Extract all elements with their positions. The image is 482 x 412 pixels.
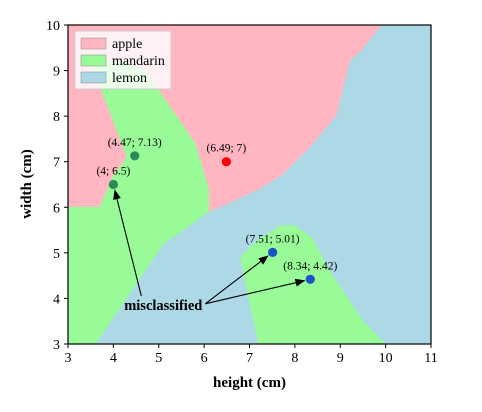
legend-swatch — [80, 71, 107, 84]
y-axis-label: width (cm) — [19, 149, 35, 219]
legend-swatch — [80, 54, 107, 67]
legend-label: mandarin — [112, 54, 165, 69]
x-tick-label: 10 — [379, 351, 393, 366]
legend-label: lemon — [112, 71, 147, 86]
x-tick-label: 9 — [337, 351, 344, 366]
x-tick-label: 3 — [65, 351, 72, 366]
y-tick-label: 3 — [53, 338, 60, 353]
point-label: (8.34; 4.42) — [283, 260, 337, 272]
x-axis-label: height (cm) — [213, 375, 286, 391]
point-label: (7.51; 5.01) — [246, 233, 300, 245]
x-tick-label: 7 — [246, 351, 253, 366]
data-point — [268, 247, 278, 258]
y-tick-label: 9 — [53, 65, 60, 80]
data-point — [221, 157, 231, 167]
y-tick-label: 8 — [53, 110, 60, 125]
x-tick-label: 5 — [155, 351, 162, 366]
point-label: (6.49; 7) — [207, 143, 247, 155]
legend-label: apple — [112, 37, 142, 52]
y-tick-label: 10 — [46, 19, 60, 34]
x-axis: 3 4 5 6 7 8 9 10 11 — [65, 344, 438, 366]
data-points: (6.49; 7) (4.47; 7.13) (4; 6.5) (7.51; 5.01… — [96, 137, 337, 284]
x-tick-label: 11 — [424, 351, 437, 366]
x-tick-label: 8 — [291, 351, 298, 366]
annotation-arrow — [113, 189, 142, 296]
data-point — [108, 179, 118, 190]
y-tick-label: 4 — [53, 292, 60, 307]
x-tick-label: 4 — [110, 351, 117, 366]
misclassified-arrows — [113, 189, 306, 305]
point-label: (4.47; 7.13) — [108, 137, 162, 149]
annotation-arrow — [205, 278, 306, 305]
legend-swatch — [80, 37, 107, 50]
data-point — [130, 151, 140, 161]
y-axis: 3 4 5 6 7 8 9 10 — [46, 19, 68, 353]
y-tick-label: 5 — [53, 247, 60, 262]
misclassified-annotation: misclassified — [124, 298, 202, 314]
region-mandarin — [240, 225, 387, 344]
x-tick-label: 6 — [201, 351, 208, 366]
y-tick-label: 7 — [53, 156, 60, 171]
data-point — [305, 274, 315, 284]
annotation-arrow — [204, 255, 269, 305]
y-tick-label: 6 — [53, 201, 60, 216]
legend: apple mandarin lemon — [74, 30, 172, 90]
point-label: (4; 6.5) — [96, 166, 130, 178]
